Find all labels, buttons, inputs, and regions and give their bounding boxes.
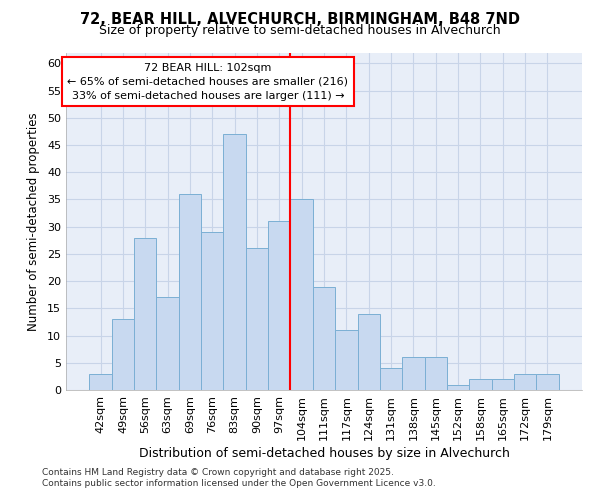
- Bar: [447, 384, 469, 390]
- Y-axis label: Number of semi-detached properties: Number of semi-detached properties: [27, 112, 40, 330]
- Bar: [358, 314, 380, 390]
- Bar: [313, 286, 335, 390]
- Bar: [402, 358, 425, 390]
- Text: 72, BEAR HILL, ALVECHURCH, BIRMINGHAM, B48 7ND: 72, BEAR HILL, ALVECHURCH, BIRMINGHAM, B…: [80, 12, 520, 28]
- Bar: [335, 330, 358, 390]
- Bar: [469, 379, 491, 390]
- Bar: [514, 374, 536, 390]
- Bar: [89, 374, 112, 390]
- Bar: [157, 298, 179, 390]
- Bar: [268, 221, 290, 390]
- Bar: [179, 194, 201, 390]
- Bar: [290, 200, 313, 390]
- Text: Contains HM Land Registry data © Crown copyright and database right 2025.
Contai: Contains HM Land Registry data © Crown c…: [42, 468, 436, 487]
- Bar: [246, 248, 268, 390]
- Bar: [536, 374, 559, 390]
- X-axis label: Distribution of semi-detached houses by size in Alvechurch: Distribution of semi-detached houses by …: [139, 447, 509, 460]
- Bar: [201, 232, 223, 390]
- Bar: [112, 319, 134, 390]
- Text: Size of property relative to semi-detached houses in Alvechurch: Size of property relative to semi-detach…: [99, 24, 501, 37]
- Bar: [134, 238, 157, 390]
- Text: 72 BEAR HILL: 102sqm
← 65% of semi-detached houses are smaller (216)
33% of semi: 72 BEAR HILL: 102sqm ← 65% of semi-detac…: [67, 62, 349, 100]
- Bar: [223, 134, 246, 390]
- Bar: [491, 379, 514, 390]
- Bar: [425, 358, 447, 390]
- Bar: [380, 368, 402, 390]
